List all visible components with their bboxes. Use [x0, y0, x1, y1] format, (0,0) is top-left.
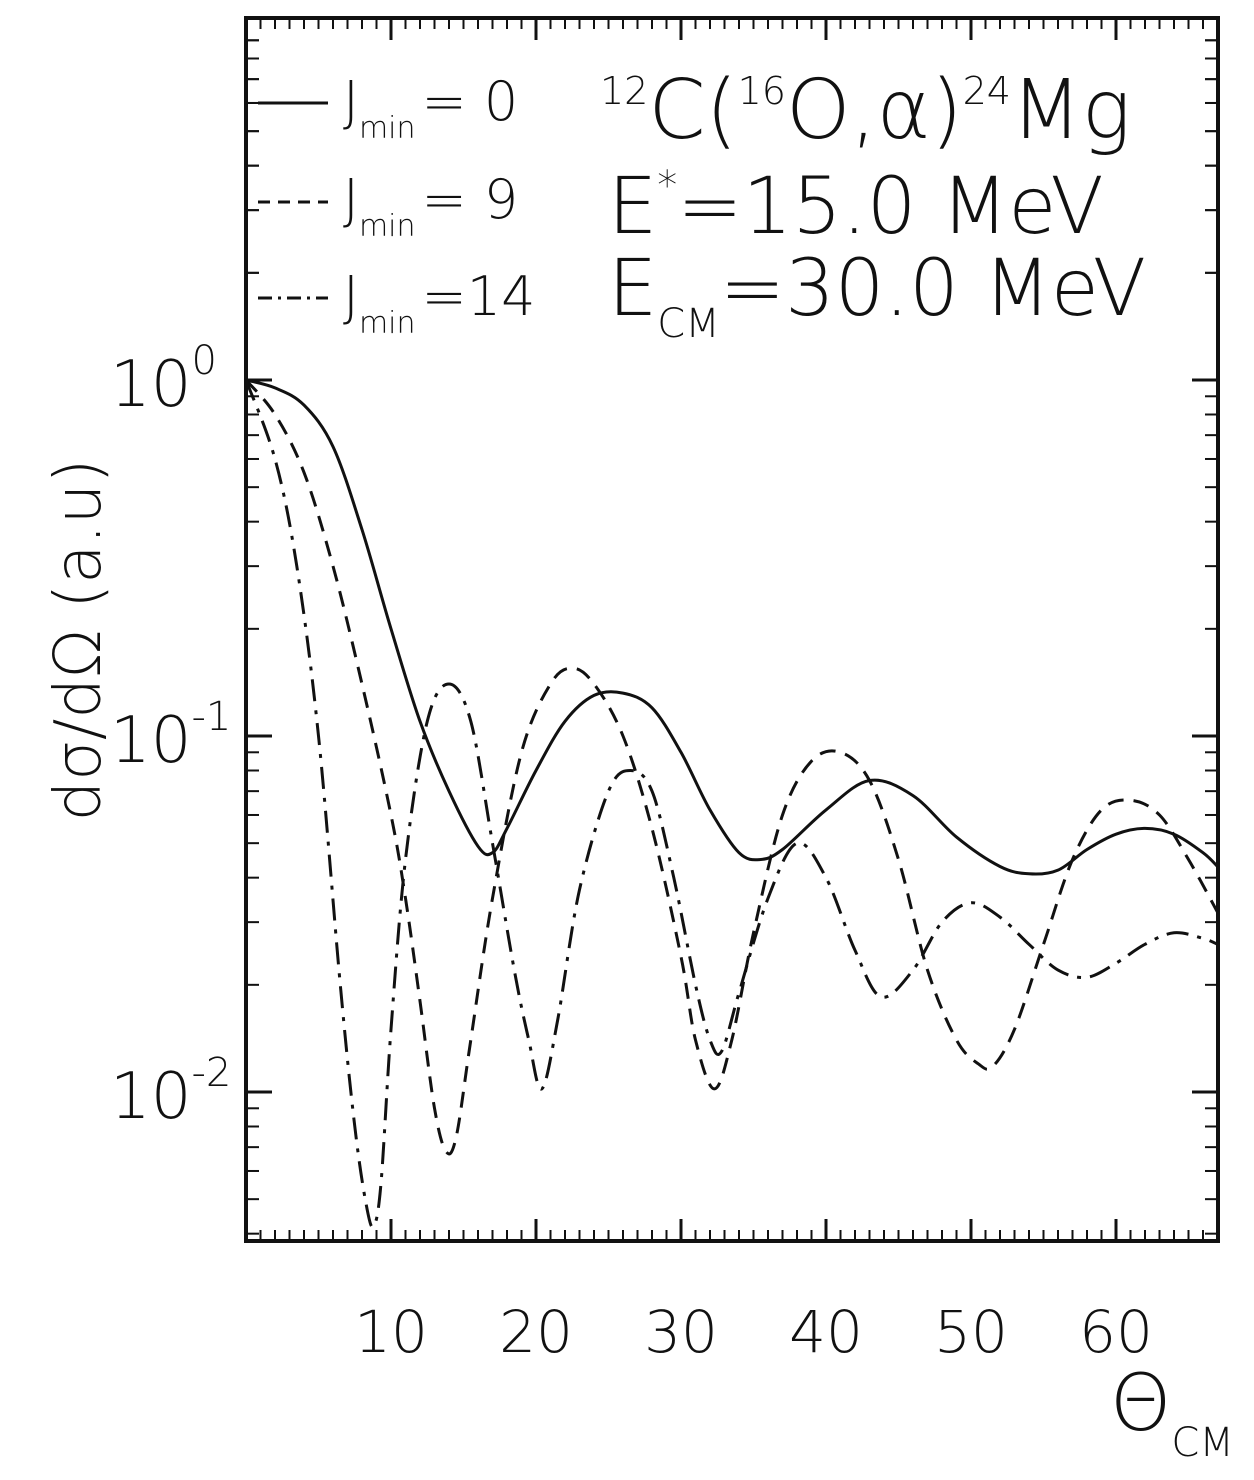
legend: Jmin = 0 Jmin = 9 Jmin =14	[258, 70, 535, 341]
x-axis-label: ΘCM	[1110, 1359, 1234, 1466]
series-group	[244, 378, 1219, 1229]
x-tick-label: 30	[644, 1298, 718, 1366]
series-line-1	[245, 378, 1219, 876]
x-tick-labels: 10 20 30 40 50 60	[354, 1298, 1153, 1366]
x-tick-label: 40	[789, 1298, 863, 1366]
series-line-3	[244, 379, 1219, 1229]
x-tick-label: 20	[499, 1298, 573, 1366]
y-tick-label: 100	[110, 338, 217, 422]
y-tick-labels: 100 10-1 10-2	[110, 338, 231, 1134]
y-tick-label: 10-2	[110, 1050, 231, 1134]
y-axis-label: dσ/dΩ (a.u)	[42, 459, 116, 822]
chart-title: 12C(16O,α)24Mg	[600, 63, 1131, 158]
x-tick-label: 10	[354, 1298, 428, 1366]
axis-ticks	[246, 18, 1219, 1241]
legend-label-1: Jmin = 0	[343, 70, 518, 146]
y-tick-label: 10-1	[110, 694, 231, 778]
excitation-energy-annotation: E*=15.0 MeV	[608, 162, 1104, 252]
legend-label-2: Jmin = 9	[343, 168, 518, 244]
cm-energy-annotation: ECM=30.0 MeV	[608, 244, 1146, 347]
series-line-2	[244, 379, 1219, 1156]
x-tick-label: 60	[1079, 1298, 1153, 1366]
x-tick-label: 50	[934, 1298, 1008, 1366]
legend-label-3: Jmin =14	[343, 265, 535, 341]
